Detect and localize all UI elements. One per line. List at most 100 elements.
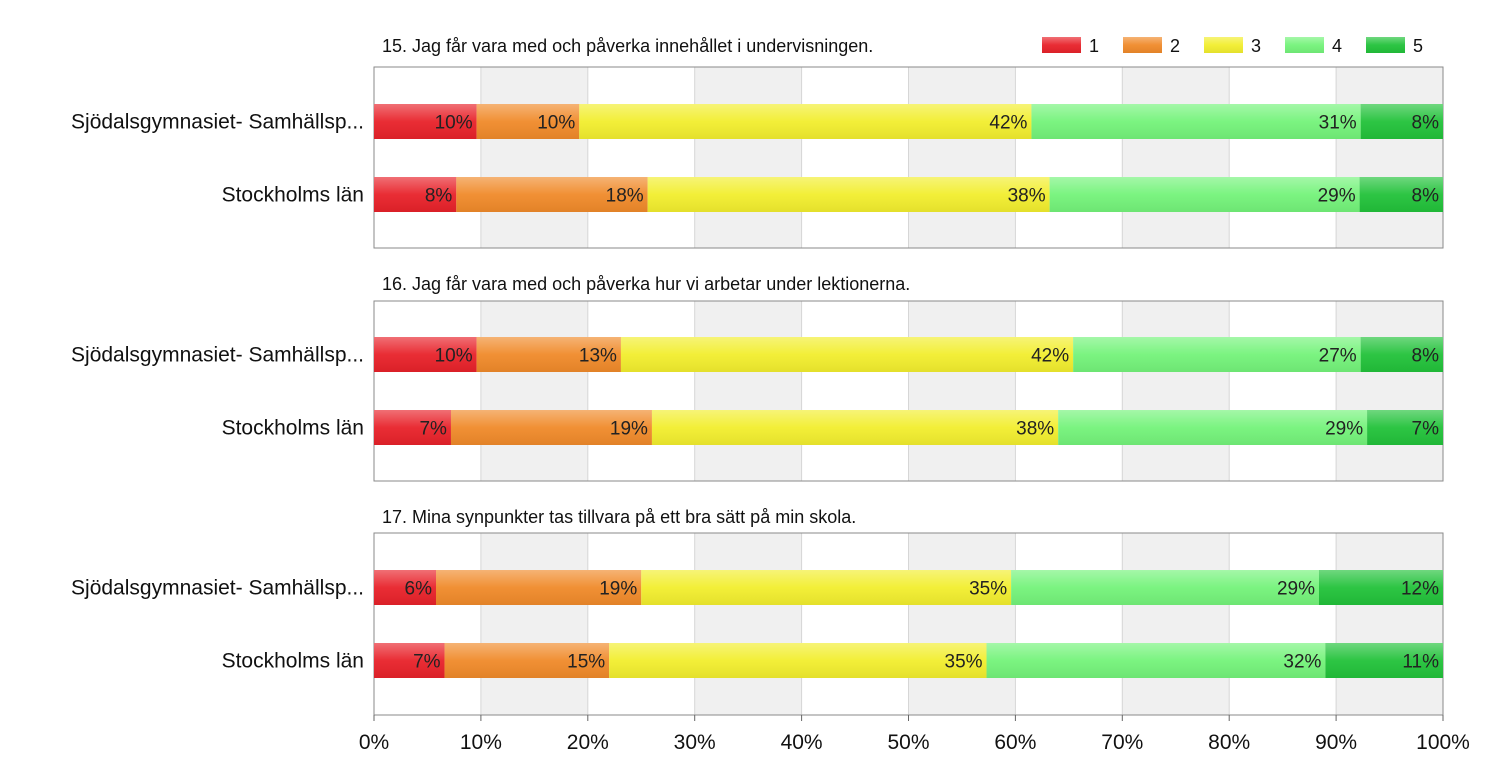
- grid-band: [374, 67, 481, 248]
- x-tick-label: 10%: [460, 731, 502, 754]
- grid-band: [1229, 301, 1337, 481]
- segment-value-label: 19%: [610, 419, 648, 440]
- bar-segment-shine: [1031, 104, 1361, 139]
- segment-value-label: 29%: [1325, 419, 1363, 440]
- grid-band: [801, 301, 909, 481]
- category-label: Sjödalsgymnasiet- Samhällsp...: [71, 111, 364, 134]
- bar-segment-shine: [374, 337, 477, 372]
- x-tick-label: 40%: [781, 731, 823, 754]
- grid-band: [1122, 301, 1230, 481]
- bar-segment-shine: [444, 643, 610, 678]
- grid-band: [1229, 533, 1337, 715]
- bar-segment-shine: [579, 104, 1032, 139]
- segment-value-label: 10%: [435, 346, 473, 367]
- legend-label: 2: [1170, 36, 1180, 56]
- segment-value-label: 42%: [1031, 346, 1069, 367]
- segment-value-label: 8%: [1412, 186, 1440, 207]
- segment-value-label: 8%: [1412, 113, 1440, 134]
- segment-value-label: 8%: [425, 186, 453, 207]
- bar-segment-shine: [436, 570, 642, 605]
- bar-segment-shine: [1011, 570, 1319, 605]
- legend-swatch-shine: [1366, 37, 1405, 53]
- x-tick-label: 70%: [1101, 731, 1143, 754]
- grid-band: [1336, 533, 1443, 715]
- bar-segment-shine: [1318, 570, 1443, 605]
- grid-band: [908, 301, 1016, 481]
- bar-segment-shine: [476, 104, 580, 139]
- grid-band: [480, 301, 588, 481]
- bar-segment-shine: [1049, 177, 1360, 212]
- grid-band: [801, 67, 909, 248]
- segment-value-label: 10%: [435, 113, 473, 134]
- legend-label: 4: [1332, 36, 1342, 56]
- grid-band: [1336, 67, 1443, 248]
- bar-segment-shine: [374, 570, 437, 605]
- category-label: Stockholms län: [222, 650, 364, 673]
- segment-value-label: 12%: [1401, 579, 1439, 600]
- grid-band: [1229, 67, 1337, 248]
- bar-segment-shine: [986, 643, 1326, 678]
- panel-title: 17. Mina synpunkter tas tillvara på ett …: [382, 507, 856, 527]
- bar-segment-shine: [476, 337, 621, 372]
- grid-band: [694, 533, 802, 715]
- segment-value-label: 6%: [405, 579, 433, 600]
- x-tick-label: 30%: [674, 731, 716, 754]
- segment-value-label: 29%: [1277, 579, 1315, 600]
- bar-segment-shine: [620, 337, 1074, 372]
- grid-band: [694, 301, 802, 481]
- segment-value-label: 29%: [1318, 186, 1356, 207]
- bar-segment-shine: [647, 177, 1050, 212]
- bar-segment-shine: [1360, 337, 1443, 372]
- grid-band: [1015, 533, 1123, 715]
- segment-value-label: 38%: [1008, 186, 1046, 207]
- bar-segment-shine: [1360, 104, 1443, 139]
- segment-value-label: 7%: [419, 419, 447, 440]
- bar-segment-shine: [456, 177, 648, 212]
- segment-value-label: 35%: [969, 579, 1007, 600]
- bar-segment-shine: [1073, 337, 1361, 372]
- bar-segment-shine: [1367, 410, 1443, 445]
- x-tick-label: 100%: [1416, 731, 1470, 754]
- legend-swatch-shine: [1285, 37, 1324, 53]
- grid-band: [908, 533, 1016, 715]
- x-tick-label: 80%: [1208, 731, 1250, 754]
- grid-band: [908, 67, 1016, 248]
- segment-value-label: 19%: [599, 579, 637, 600]
- segment-value-label: 35%: [945, 652, 983, 673]
- segment-value-label: 15%: [567, 652, 605, 673]
- segment-value-label: 8%: [1412, 346, 1440, 367]
- bar-segment-shine: [450, 410, 652, 445]
- x-tick-label: 20%: [567, 731, 609, 754]
- segment-value-label: 13%: [579, 346, 617, 367]
- grid-band: [801, 533, 909, 715]
- bar-segment-shine: [1359, 177, 1443, 212]
- segment-value-label: 18%: [606, 186, 644, 207]
- x-tick-label: 0%: [359, 731, 389, 754]
- legend-swatch-shine: [1123, 37, 1162, 53]
- bar-segment-shine: [374, 643, 445, 678]
- grid-band: [1015, 301, 1123, 481]
- bar-segment-shine: [374, 104, 477, 139]
- legend-label: 1: [1089, 36, 1099, 56]
- segment-value-label: 7%: [1412, 419, 1440, 440]
- segment-value-label: 38%: [1016, 419, 1054, 440]
- grid-band: [480, 67, 588, 248]
- x-tick-label: 50%: [887, 731, 929, 754]
- segment-value-label: 27%: [1319, 346, 1357, 367]
- bar-segment-shine: [641, 570, 1012, 605]
- segment-value-label: 42%: [989, 113, 1027, 134]
- segment-value-label: 32%: [1283, 652, 1321, 673]
- legend-label: 5: [1413, 36, 1423, 56]
- grid-band: [1336, 301, 1443, 481]
- legend-label: 3: [1251, 36, 1261, 56]
- segment-value-label: 7%: [413, 652, 441, 673]
- grid-band: [694, 67, 802, 248]
- legend-swatch-shine: [1204, 37, 1243, 53]
- grid-band: [1122, 67, 1230, 248]
- grid-band: [1122, 533, 1230, 715]
- panel-frame: [373, 300, 1444, 482]
- grid-band: [587, 533, 695, 715]
- panel-title: 15. Jag får vara med och påverka innehål…: [382, 36, 873, 56]
- category-label: Sjödalsgymnasiet- Samhällsp...: [71, 577, 364, 600]
